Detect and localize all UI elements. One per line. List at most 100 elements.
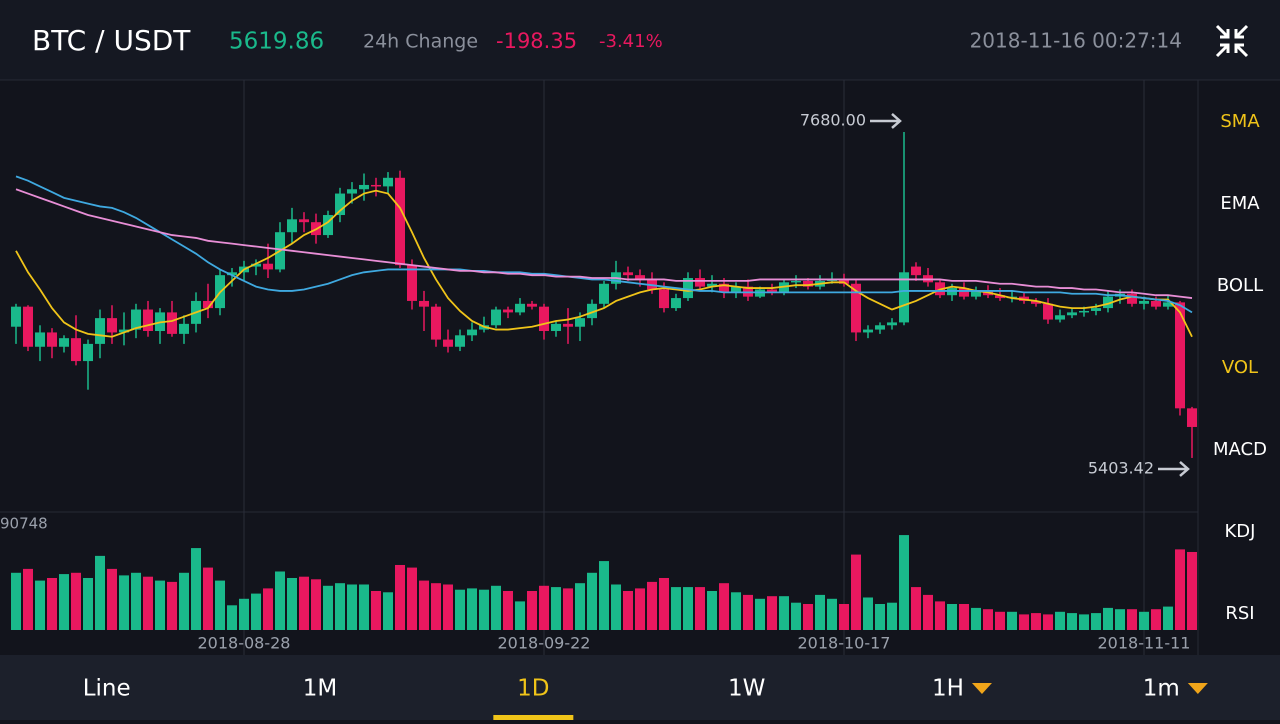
- volume-bar: [1163, 606, 1173, 630]
- volume-bar: [755, 598, 765, 630]
- timeframe-tab[interactable]: 1H: [932, 676, 964, 702]
- volume-bar: [899, 535, 909, 630]
- change-label: 24h Change: [363, 31, 478, 53]
- volume-bar: [767, 596, 777, 630]
- controls: SMA EMA BOLL VOL MACD KDJ RSI Line 1M 1D 1W 1H 1m: [83, 111, 1267, 720]
- volume-bar: [95, 555, 105, 630]
- volume-bar: [191, 548, 201, 630]
- candle-body: [407, 265, 417, 301]
- candle-body: [707, 283, 717, 287]
- volume-bar: [1175, 549, 1185, 630]
- volume-bar: [359, 584, 369, 630]
- volume-bar: [779, 596, 789, 630]
- volume-bar: [71, 572, 81, 630]
- annotation-arrow: [1158, 461, 1190, 477]
- volume-bar: [1127, 609, 1137, 630]
- indicator-option[interactable]: BOLL: [1217, 275, 1263, 296]
- candle-body: [1043, 303, 1053, 320]
- collapse-icon: [1234, 24, 1249, 39]
- timeframe-tab[interactable]: Line: [83, 676, 131, 702]
- volume-bar: [167, 581, 177, 630]
- volume-bar: [347, 584, 357, 630]
- volume-bar: [695, 587, 705, 630]
- candle-body: [455, 335, 465, 347]
- volume-bar: [431, 583, 441, 630]
- volume-bar: [623, 590, 633, 630]
- candle-body: [1103, 296, 1113, 309]
- collapse-icon: [1234, 43, 1249, 58]
- indicator-option[interactable]: KDJ: [1225, 521, 1256, 542]
- candle-body: [671, 298, 681, 309]
- volume-bar: [875, 603, 885, 630]
- indicator-option[interactable]: RSI: [1225, 603, 1254, 624]
- volume-bar: [251, 593, 261, 630]
- candle-body: [599, 283, 609, 304]
- candle-body: [731, 286, 741, 293]
- volume-bar: [155, 580, 165, 630]
- candle-body: [899, 272, 909, 323]
- dropdown-caret: [971, 683, 992, 694]
- candle-body: [767, 289, 777, 293]
- volume-bar: [503, 590, 513, 630]
- volume-bar: [983, 609, 993, 630]
- volume-bar: [839, 603, 849, 630]
- indicator-option[interactable]: EMA: [1220, 193, 1260, 214]
- volume-bar: [143, 576, 153, 630]
- volume-bar: [863, 597, 873, 630]
- candle-body: [719, 283, 729, 293]
- volume-bar: [323, 585, 333, 630]
- volume-bar: [599, 561, 609, 630]
- volume-bar: [311, 579, 321, 630]
- indicator-option[interactable]: VOL: [1222, 357, 1258, 378]
- candle-body: [95, 318, 105, 344]
- candle-body: [359, 184, 369, 190]
- volume-bar: [851, 554, 861, 630]
- volume-bar: [959, 603, 969, 630]
- candle-body: [791, 280, 801, 283]
- indicator-option[interactable]: SMA: [1220, 111, 1260, 132]
- volume-bar: [803, 603, 813, 630]
- volume-bar: [563, 588, 573, 630]
- candle-body: [443, 339, 453, 347]
- volume-bar: [1115, 609, 1125, 630]
- candle-body: [299, 219, 309, 223]
- volume-bar: [1031, 613, 1041, 630]
- volume-bar: [35, 580, 45, 630]
- volume-bar: [587, 572, 597, 630]
- volume-bar: [1007, 611, 1017, 630]
- volume-bar: [479, 589, 489, 630]
- last-price: 5619.86: [229, 29, 324, 55]
- moving-average-line: [15, 188, 1193, 299]
- collapse-button[interactable]: [1215, 24, 1249, 58]
- volume-bar: [635, 588, 645, 630]
- volume-bar: [419, 580, 429, 630]
- timeframe-tab[interactable]: 1W: [728, 676, 765, 702]
- volume-bar: [1151, 609, 1161, 630]
- volume-bar: [887, 602, 897, 630]
- candle-body: [1151, 300, 1161, 307]
- candle-body: [635, 275, 645, 280]
- candle-body: [575, 318, 585, 327]
- candle-body: [167, 312, 177, 334]
- annotation-arrow: [870, 113, 902, 129]
- volume-bar: [275, 571, 285, 630]
- timeframe-tab[interactable]: 1D: [517, 676, 549, 702]
- indicator-option[interactable]: MACD: [1213, 439, 1267, 460]
- volume-bar: [1103, 607, 1113, 630]
- candle-body: [683, 278, 693, 299]
- x-tick-label: 2018-09-22: [498, 634, 591, 653]
- candle-body: [863, 329, 873, 333]
- timeframe-tab[interactable]: 1m: [1143, 676, 1180, 702]
- candle-body: [203, 300, 213, 309]
- candle-body: [695, 278, 705, 287]
- candle-body: [143, 309, 153, 332]
- moving-average-line: [15, 175, 1193, 314]
- candle-body: [11, 306, 21, 327]
- volume-bar: [527, 590, 537, 630]
- dropdown-caret: [1187, 683, 1208, 694]
- candle-body: [59, 338, 69, 347]
- timeframe-tab[interactable]: 1M: [303, 676, 337, 702]
- candle-body: [539, 306, 549, 332]
- candle-body: [47, 332, 57, 347]
